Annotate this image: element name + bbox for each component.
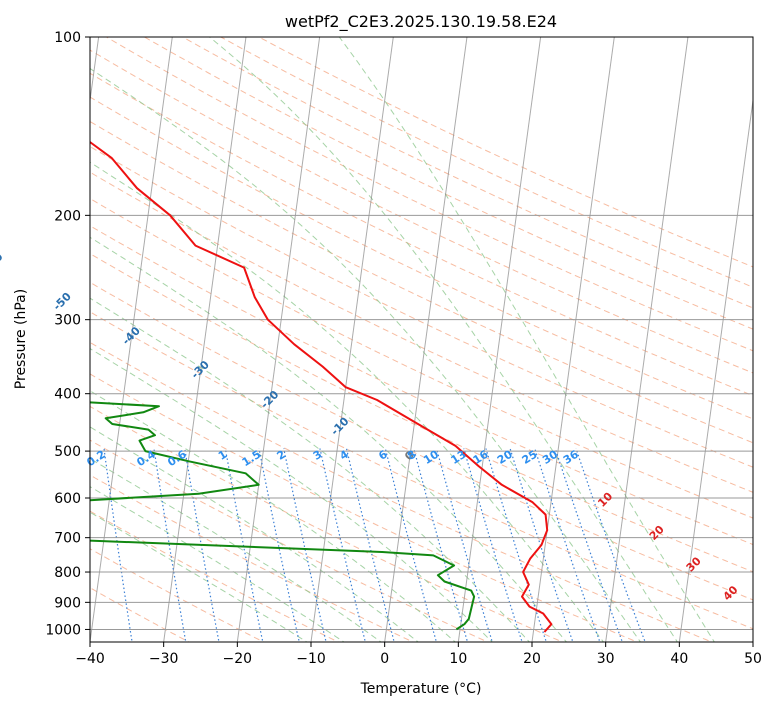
moist-adiabat-label: 20: [647, 523, 667, 543]
temperature-profile-line: [90, 140, 553, 633]
dry-adiabat-line: [90, 510, 340, 642]
isotherm-line: [605, 37, 689, 642]
x-tick-label: −10: [296, 651, 326, 667]
moist-adiabat-line: [90, 511, 308, 642]
isotherm-line: [163, 37, 247, 642]
mixing-ratio-label: 1: [216, 448, 229, 463]
dry-adiabat-line: [90, 587, 190, 642]
plot-frame: [89, 36, 754, 643]
moist-adiabat-line: [90, 297, 531, 642]
mixing-ratio-line: [575, 448, 646, 642]
moist-adiabat-label: 30: [684, 554, 704, 574]
x-tick-label: −40: [75, 651, 105, 667]
profile-lines: [90, 140, 553, 633]
mixing-ratio-label: 36: [561, 448, 581, 467]
y-tick-label: 800: [54, 565, 81, 581]
moist-adiabat-label: 40: [721, 583, 741, 603]
x-tick-label: 30: [597, 651, 615, 667]
isotherm-line: [531, 37, 615, 642]
dry-adiabat-line: [257, 37, 753, 268]
x-tick-label: 0: [380, 651, 389, 667]
mixing-ratio-line: [534, 448, 601, 642]
mixing-ratio-line: [184, 448, 220, 642]
dry-adiabat-line: [90, 281, 753, 601]
mixing-ratio-line: [319, 448, 366, 642]
mixing-ratio-line: [224, 448, 264, 642]
isotherm-line: [236, 37, 321, 642]
dry-adiabat-line: [90, 49, 753, 374]
mixing-ratio-line: [413, 448, 469, 642]
mixing-ratio-line: [435, 448, 493, 642]
y-tick-label: 100: [54, 30, 81, 46]
dry-adiabat-line: [90, 225, 753, 546]
x-tick-label: 20: [523, 651, 541, 667]
mixing-ratio-line: [509, 448, 574, 642]
dry-adiabat-line: [90, 145, 753, 468]
mixing-ratio-line: [463, 448, 523, 642]
x-tick-label: 50: [744, 651, 762, 667]
moist-adiabat-label: 10: [595, 489, 615, 509]
mixing-ratio-label: 16: [471, 448, 491, 467]
y-tick-label: 200: [54, 208, 81, 224]
y-tick-label: 400: [54, 387, 81, 403]
mixing-ratio-line: [485, 448, 547, 642]
isotherm-line: [384, 37, 468, 642]
isotherm-label: -50: [51, 290, 74, 313]
moist-adiabat-line: [90, 348, 494, 642]
mixing-ratio-line: [345, 448, 395, 642]
isotherm-line: [752, 638, 753, 642]
mixing-ratio-line: [103, 448, 133, 642]
mixing-ratio-line: [258, 448, 300, 642]
mixing-ratio-line: [384, 448, 438, 642]
moist-adiabat-line: [90, 161, 605, 642]
moist-adiabat-line: [338, 37, 715, 642]
isotherm-line: [457, 37, 542, 642]
dry-adiabat-line: [90, 171, 753, 493]
dewpoint-profile-line: [90, 401, 476, 631]
x-tick-label: −20: [223, 651, 253, 667]
dry-adiabat-line: [90, 373, 639, 642]
mixing-ratio-line: [554, 448, 624, 642]
dry-adiabat-line: [90, 311, 753, 630]
dry-adiabat-line: [90, 474, 415, 642]
y-tick-label: 600: [54, 491, 81, 507]
x-tick-label: 40: [670, 651, 688, 667]
dry-adiabat-line: [90, 96, 753, 420]
moist-adiabat-line: [90, 457, 382, 642]
dry-adiabat-line: [90, 72, 753, 397]
y-tick-label: 500: [54, 444, 81, 460]
mixing-ratio-line: [153, 448, 187, 642]
dry-adiabat-line: [90, 198, 753, 519]
mixing-ratio-label: 8: [405, 448, 418, 463]
isotherm-label: -20: [258, 388, 281, 411]
x-tick-label: 10: [449, 651, 467, 667]
dry-adiabat-line: [90, 439, 489, 642]
axes: −40 −30 −20 −10 0 10 20 30 40 50 100 200 300 400 500 60…: [45, 30, 762, 667]
x-tick-label: −30: [149, 651, 179, 667]
y-tick-label: 900: [54, 595, 81, 611]
isotherm-line: [678, 96, 753, 642]
isotherm-label: -60: [0, 250, 6, 273]
isotherm-label: -40: [120, 324, 143, 347]
dry-adiabat-line: [181, 37, 753, 309]
dry-adiabat-line: [143, 37, 753, 330]
isotherm-label: -10: [328, 415, 351, 438]
y-axis-label: Pressure (hPa): [13, 289, 29, 389]
dry-adiabat-line: [90, 120, 753, 444]
y-tick-label: 300: [54, 313, 81, 329]
isotherm-line: [310, 37, 394, 642]
background-lines: [90, 37, 753, 642]
x-axis-label: Temperature (°C): [360, 681, 482, 697]
dry-adiabat-line: [90, 253, 753, 573]
moist-adiabat-line: [90, 486, 345, 642]
y-tick-label: 700: [54, 531, 81, 547]
y-tick-label: 1000: [45, 622, 81, 638]
mixing-ratio-label: 6: [376, 448, 390, 463]
mixing-ratio-line: [283, 448, 327, 642]
dry-adiabat-line: [105, 37, 753, 352]
chart-title: wetPf2_C2E3.2025.130.19.58.E24: [285, 12, 557, 32]
mixing-ratio-label: 30: [540, 448, 560, 467]
